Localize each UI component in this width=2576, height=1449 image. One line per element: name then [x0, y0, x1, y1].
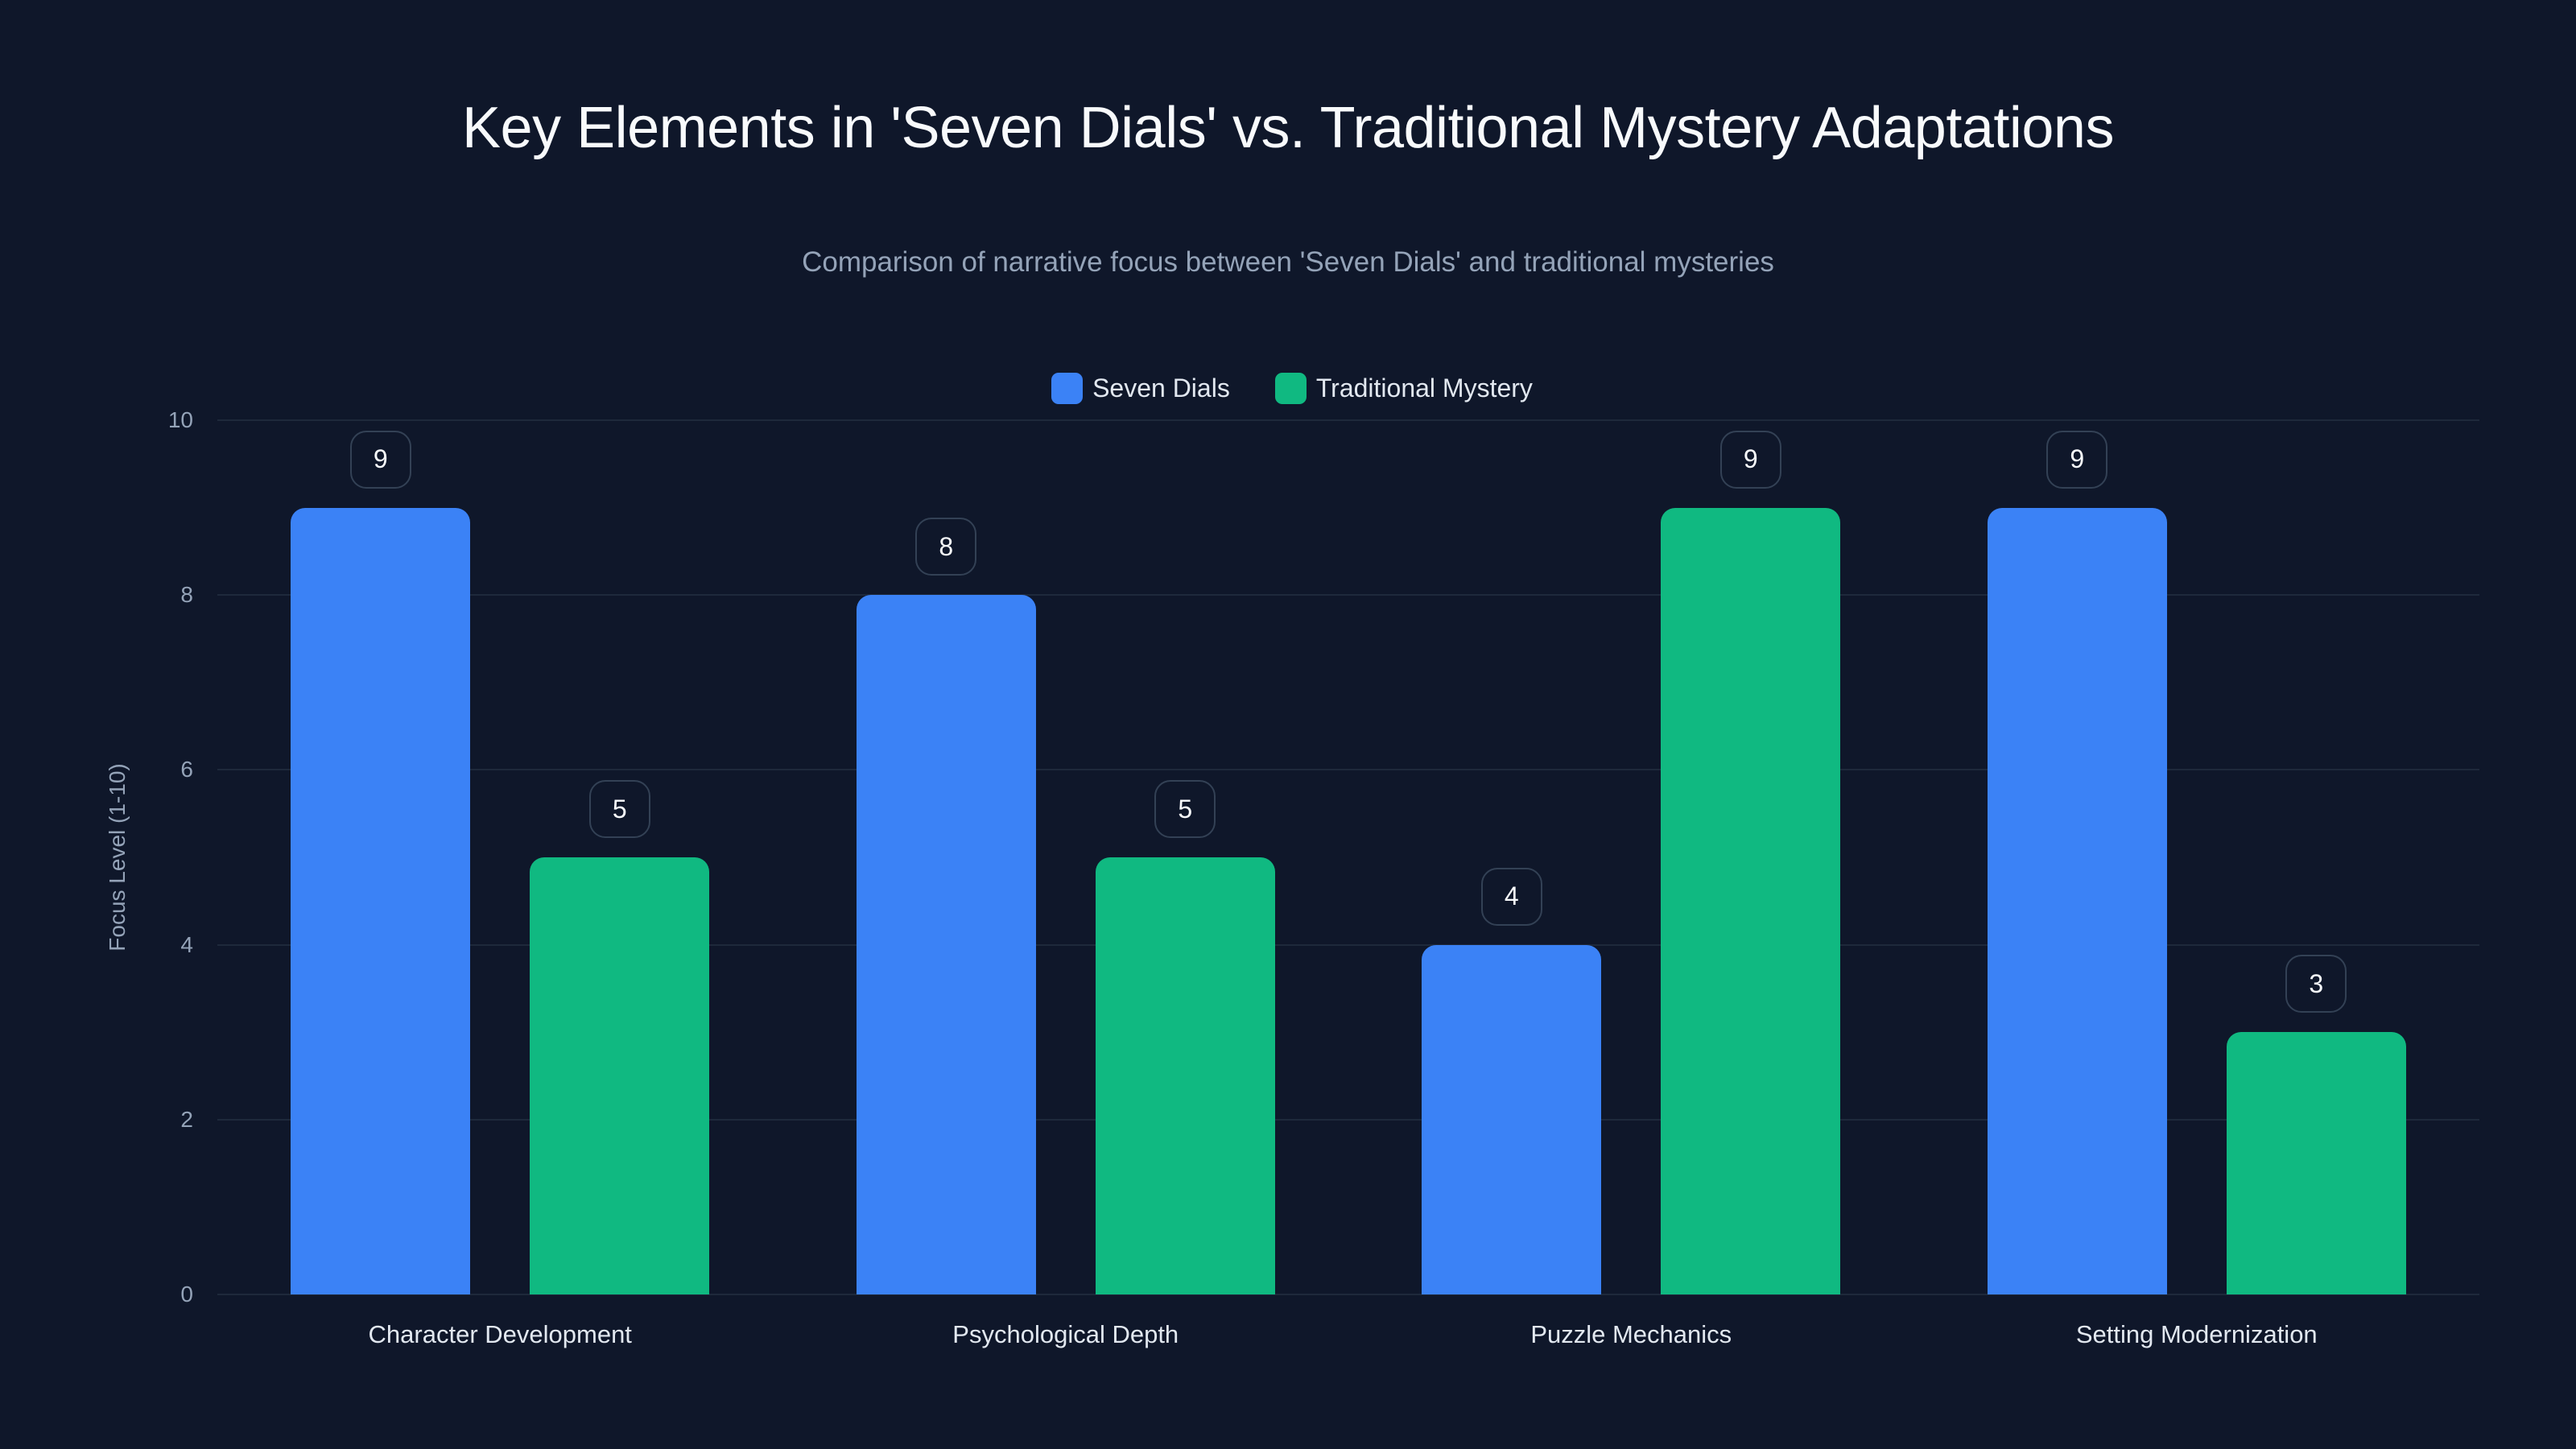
legend-label: Traditional Mystery: [1315, 374, 1533, 402]
y-axis-label: Focus Level (1-10): [105, 763, 130, 952]
data-label: 9: [2046, 430, 2108, 489]
y-tick-label: 4: [180, 931, 193, 957]
gridline: [217, 1294, 2479, 1295]
y-tick-label: 6: [180, 757, 193, 782]
data-label: 5: [588, 780, 650, 838]
gridline: [217, 769, 2479, 771]
gridline: [217, 594, 2479, 597]
legend-swatch-traditional-mystery-icon: [1274, 373, 1307, 404]
chart-subtitle: Comparison of narrative focus between 'S…: [802, 246, 1774, 278]
y-tick-label: 8: [180, 582, 193, 608]
legend-label: Seven Dials: [1092, 374, 1230, 402]
y-tick-label: 0: [180, 1282, 193, 1307]
legend-swatch-seven-dials-icon: [1051, 373, 1084, 404]
x-tick-label: Character Development: [368, 1320, 632, 1348]
chart-title: Key Elements in 'Seven Dials' vs. Tradit…: [462, 96, 2114, 160]
x-tick-label: Puzzle Mechanics: [1530, 1320, 1732, 1348]
gridline: [217, 943, 2479, 946]
legend: Seven Dials Traditional Mystery: [0, 373, 2576, 404]
data-label: 5: [1154, 780, 1216, 838]
bar-seven-dials[interactable]: [1422, 944, 1602, 1294]
data-label: 3: [2285, 955, 2347, 1013]
x-tick-label: Setting Modernization: [2075, 1320, 2318, 1348]
data-label: 8: [915, 518, 977, 576]
bar-traditional-mystery[interactable]: [2226, 1032, 2406, 1294]
y-tick-label: 10: [167, 407, 193, 432]
legend-item-traditional-mystery[interactable]: Traditional Mystery: [1274, 373, 1533, 404]
data-label: 9: [349, 430, 411, 489]
bar-seven-dials[interactable]: [1987, 507, 2167, 1294]
bar-traditional-mystery[interactable]: [1661, 507, 1841, 1294]
x-tick-label: Psychological Depth: [952, 1320, 1179, 1348]
bar-seven-dials[interactable]: [856, 595, 1036, 1294]
data-label: 4: [1480, 867, 1542, 926]
gridline: [217, 419, 2479, 421]
data-label: 9: [1719, 430, 1781, 489]
plot-area: 9 5 8 5 4 9 9 3: [217, 419, 2479, 1295]
gridline: [217, 1118, 2479, 1121]
bar-traditional-mystery[interactable]: [1095, 857, 1275, 1294]
y-tick-label: 2: [180, 1106, 193, 1132]
bar-seven-dials[interactable]: [291, 507, 471, 1294]
bar-traditional-mystery[interactable]: [530, 857, 710, 1294]
legend-item-seven-dials[interactable]: Seven Dials: [1051, 373, 1230, 404]
